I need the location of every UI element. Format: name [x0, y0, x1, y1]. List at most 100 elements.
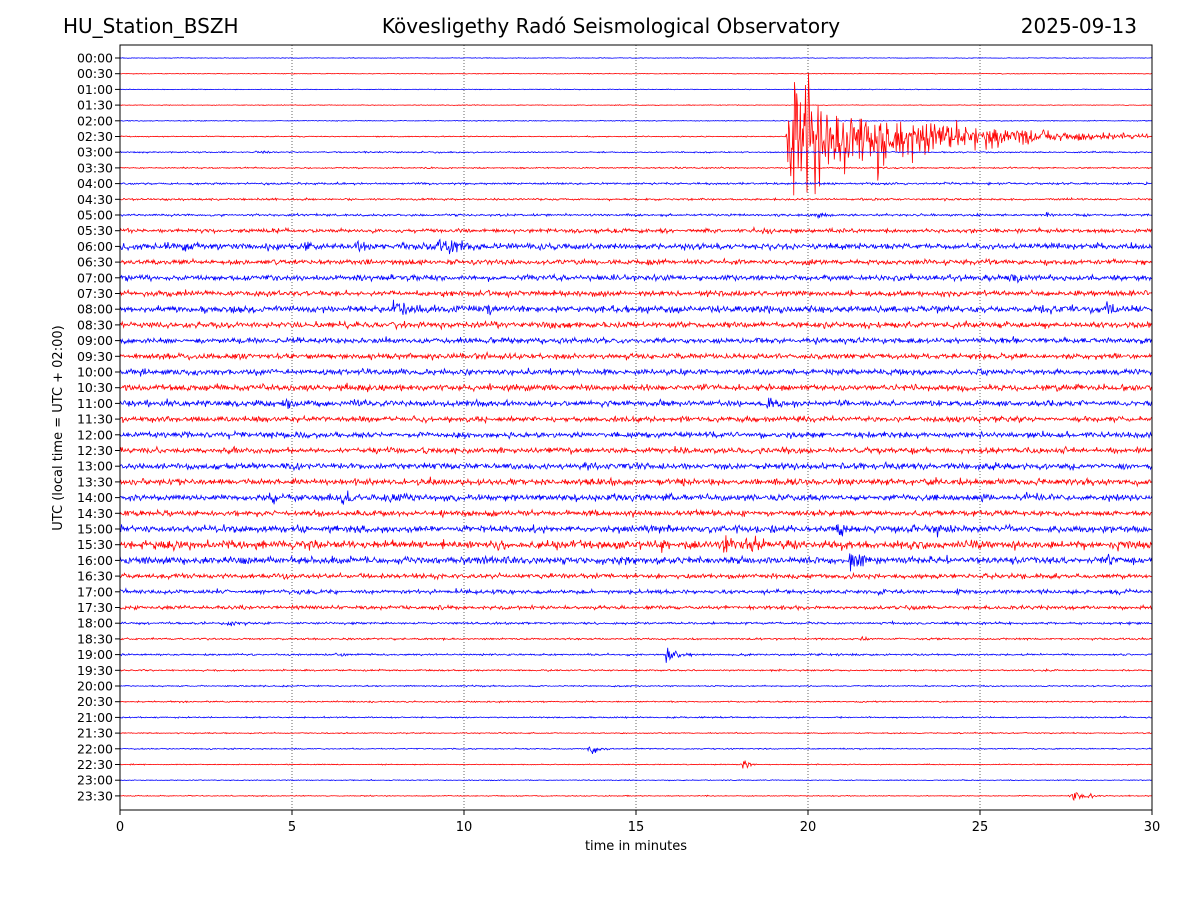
trace-1330: [119, 476, 1153, 488]
trace-0830: [119, 320, 1153, 331]
y-tick-label: 12:00: [77, 427, 113, 442]
trace-1300: [119, 460, 1153, 472]
trace-1200: [119, 429, 1153, 440]
trace-2230: [119, 760, 1153, 769]
y-tick-label: 17:30: [77, 600, 113, 615]
trace-0300: [119, 150, 1153, 155]
trace-1700: [119, 587, 1153, 597]
observatory-title: Kövesligethy Radó Seismological Observat…: [381, 14, 841, 38]
trace-0900: [119, 336, 1153, 345]
y-tick-label: 16:00: [77, 553, 113, 568]
trace-0030: [119, 72, 1153, 75]
trace-1030: [119, 382, 1153, 393]
trace-2100: [119, 715, 1153, 720]
y-tick-label: 21:30: [77, 726, 113, 741]
trace-0130: [119, 104, 1153, 107]
y-tick-label: 01:00: [77, 82, 113, 97]
trace-2030: [119, 700, 1153, 704]
station-name: HU_Station_BSZH: [63, 14, 239, 38]
y-tick-label: 19:00: [77, 647, 113, 662]
y-tick-label: 00:00: [77, 51, 113, 66]
trace-0530: [119, 226, 1153, 235]
y-tick-label: 08:00: [77, 302, 113, 317]
trace-0000: [119, 56, 1153, 59]
trace-0430: [119, 196, 1153, 202]
trace-0400: [119, 181, 1153, 186]
trace-1830: [119, 635, 1153, 642]
y-tick-label: 10:00: [77, 365, 113, 380]
y-tick-label: 04:00: [77, 176, 113, 191]
trace-2300: [119, 778, 1153, 782]
trace-0600: [119, 238, 1153, 255]
y-tick-label: 02:30: [77, 129, 113, 144]
trace-1600: [119, 553, 1153, 572]
y-tick-label: 09:30: [77, 349, 113, 364]
y-tick-label: 11:00: [77, 396, 113, 411]
trace-1130: [119, 414, 1153, 425]
y-tick-label: 07:00: [77, 270, 113, 285]
y-axis-label: UTC (local time = UTC + 02:00): [51, 325, 66, 530]
x-tick-label: 30: [1144, 820, 1161, 835]
trace-1230: [119, 445, 1153, 456]
y-tick-label: 08:30: [77, 317, 113, 332]
y-tick-label: 07:30: [77, 286, 113, 301]
x-tick-label: 20: [800, 820, 817, 835]
y-axis-ticks: 00:0000:3001:0001:3002:0002:3003:0003:30…: [77, 51, 120, 803]
y-tick-label: 15:30: [77, 537, 113, 552]
y-tick-label: 05:00: [77, 208, 113, 223]
trace-1000: [119, 367, 1153, 377]
record-date: 2025-09-13: [1020, 14, 1137, 38]
trace-0700: [119, 273, 1153, 284]
y-tick-label: 10:30: [77, 380, 113, 395]
y-tick-label: 16:30: [77, 569, 113, 584]
y-tick-label: 02:00: [77, 113, 113, 128]
x-axis-label: time in minutes: [585, 839, 687, 854]
y-tick-label: 14:30: [77, 506, 113, 521]
trace-1430: [119, 508, 1153, 519]
y-tick-label: 13:30: [77, 474, 113, 489]
trace-2200: [119, 746, 1153, 755]
y-tick-label: 11:30: [77, 412, 113, 427]
y-tick-label: 22:30: [77, 757, 113, 772]
trace-0200: [119, 119, 1153, 122]
trace-0630: [119, 257, 1153, 267]
seismic-traces: [119, 56, 1153, 802]
trace-0330: [119, 166, 1153, 170]
trace-0100: [119, 88, 1153, 91]
y-tick-label: 00:30: [77, 66, 113, 81]
y-tick-label: 01:30: [77, 98, 113, 113]
x-tick-label: 10: [456, 820, 473, 835]
trace-2000: [119, 684, 1153, 688]
y-tick-label: 03:30: [77, 160, 113, 175]
y-tick-label: 17:00: [77, 584, 113, 599]
trace-0730: [119, 288, 1153, 299]
y-tick-label: 15:00: [77, 522, 113, 537]
y-tick-label: 14:00: [77, 490, 113, 505]
x-tick-label: 0: [116, 820, 124, 835]
y-tick-label: 12:30: [77, 443, 113, 458]
trace-0500: [119, 211, 1153, 220]
y-tick-label: 05:30: [77, 223, 113, 238]
y-tick-label: 18:00: [77, 616, 113, 631]
trace-1630: [119, 571, 1153, 581]
y-tick-label: 23:30: [77, 788, 113, 803]
y-tick-label: 06:30: [77, 255, 113, 270]
x-tick-label: 25: [972, 820, 989, 835]
gridlines: [291, 45, 981, 810]
trace-1400: [119, 490, 1153, 505]
y-tick-label: 20:30: [77, 694, 113, 709]
y-tick-label: 21:00: [77, 710, 113, 725]
y-tick-label: 18:30: [77, 631, 113, 646]
y-tick-label: 04:30: [77, 192, 113, 207]
y-tick-label: 22:00: [77, 741, 113, 756]
trace-0800: [119, 299, 1153, 316]
x-tick-label: 15: [628, 820, 645, 835]
trace-1500: [119, 523, 1153, 538]
trace-2330: [119, 792, 1153, 802]
trace-0230: [119, 72, 1153, 196]
trace-1930: [119, 668, 1153, 673]
trace-2130: [119, 731, 1153, 735]
x-axis-ticks: 0 5 10 15 20 25 30: [116, 810, 1160, 835]
x-tick-label: 5: [288, 820, 296, 835]
